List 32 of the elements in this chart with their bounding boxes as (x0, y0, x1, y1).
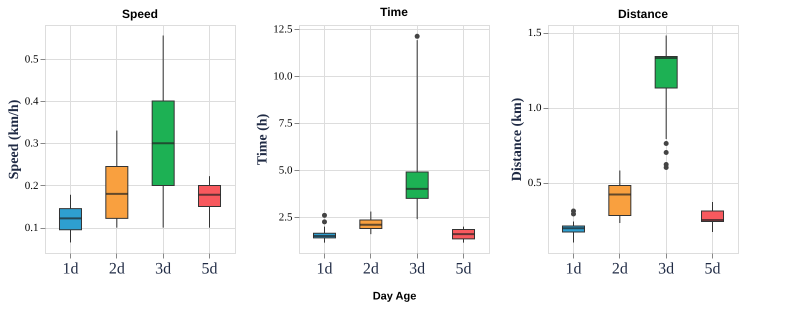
y-axis-title: Speed (km/h) (6, 99, 22, 180)
y-tick-label: 12.5 (273, 23, 293, 36)
y-tick-label: 2.5 (278, 212, 293, 224)
y-tick-label: 1.0 (528, 102, 542, 114)
x-axis-title: Day Age (372, 290, 416, 302)
chart-title: Speed (122, 7, 158, 21)
x-tick-label: 2d (362, 260, 379, 278)
y-tick-label: 1.5 (528, 27, 542, 39)
chart-title: Distance (618, 7, 668, 21)
x-tick-label: 2d (612, 260, 628, 278)
x-tick-label: 3d (409, 260, 426, 278)
x-tick-label: 1d (565, 260, 582, 278)
x-tick-label: 5d (456, 260, 472, 278)
y-tick-label: 0.5 (528, 177, 542, 189)
x-tick-label: 5d (704, 260, 721, 278)
x-tick-label: 3d (155, 260, 172, 278)
x-tick-label: 1d (62, 260, 78, 278)
x-tick-label: 5d (202, 260, 218, 278)
x-tick-label: 2d (108, 260, 125, 278)
y-tick-label: 0.3 (24, 138, 39, 150)
y-tick-label: 0.1 (24, 222, 38, 234)
y-axis-title: Time (h) (255, 113, 270, 166)
y-tick-label: 10.0 (273, 70, 293, 82)
y-tick-label: 0.2 (24, 180, 38, 192)
y-axis-title: Distance (km) (510, 97, 525, 182)
x-tick-label: 3d (658, 260, 674, 278)
x-tick-label: 1d (316, 260, 332, 278)
y-tick-label: 7.5 (278, 117, 293, 130)
y-tick-label: 0.4 (24, 96, 39, 108)
chart-title: Time (380, 4, 408, 19)
y-tick-label: 0.5 (24, 53, 39, 66)
y-tick-label: 5.0 (278, 164, 293, 177)
